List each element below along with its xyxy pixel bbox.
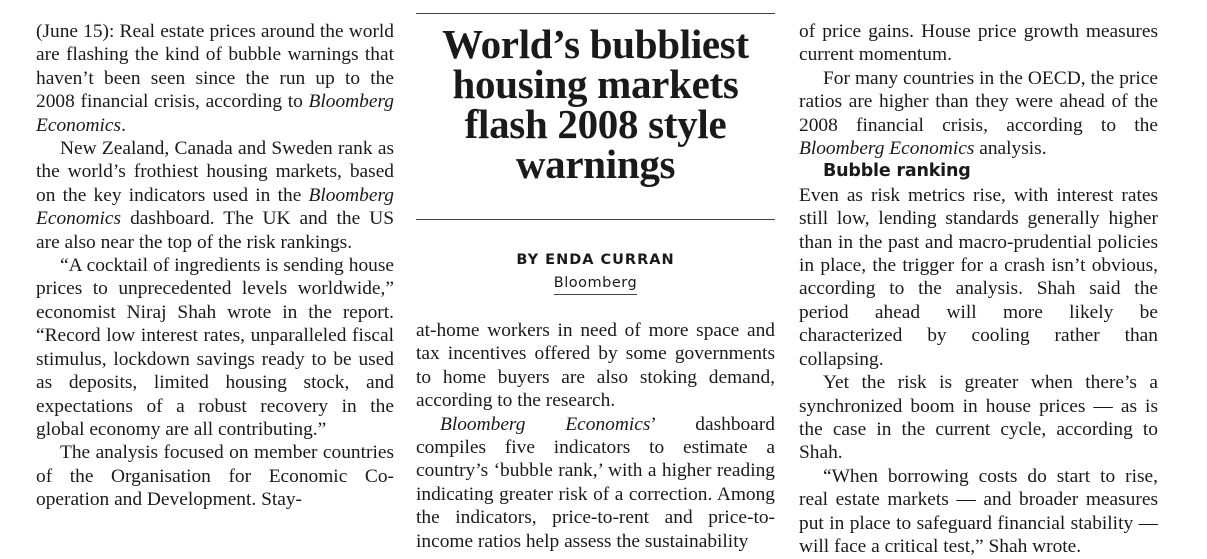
article-column-3: of price gains. House price growth measu… — [799, 20, 1158, 558]
paragraph: Bloomberg Economics’ dashboard compiles … — [416, 413, 775, 552]
paragraph: Yet the risk is greater when there’s a s… — [799, 372, 1158, 464]
paragraph: of price gains. House price growth measu… — [799, 21, 1158, 66]
headline-bottom-rule — [416, 219, 775, 220]
headline-top-rule — [416, 13, 775, 14]
paragraph: The analysis focused on member countries… — [36, 442, 394, 511]
paragraph: at-home workers in need of more space an… — [416, 320, 775, 412]
section-subhead: Bubble ranking — [823, 161, 971, 182]
paragraph: For many countries in the OECD, the pric… — [799, 67, 1158, 160]
article-column-2: at-home workers in need of more space an… — [416, 319, 775, 553]
headline: World’s bubbliest housing markets flash … — [442, 21, 749, 187]
paragraph: “A cocktail of ingredients is sending ho… — [36, 255, 394, 440]
paragraph: New Zealand, Canada and Sweden rank as t… — [36, 138, 394, 253]
paragraph: Even as risk metrics rise, with interest… — [799, 184, 1158, 370]
article-column-1: (June 15): Real estate prices around the… — [36, 20, 394, 512]
byline: BY ENDA CURRAN — [516, 252, 675, 268]
source-label: Bloomberg — [553, 275, 638, 295]
paragraph: “When borrowing costs do start to rise, … — [799, 465, 1158, 557]
paragraph: (June 15): Real estate prices around the… — [36, 21, 394, 136]
